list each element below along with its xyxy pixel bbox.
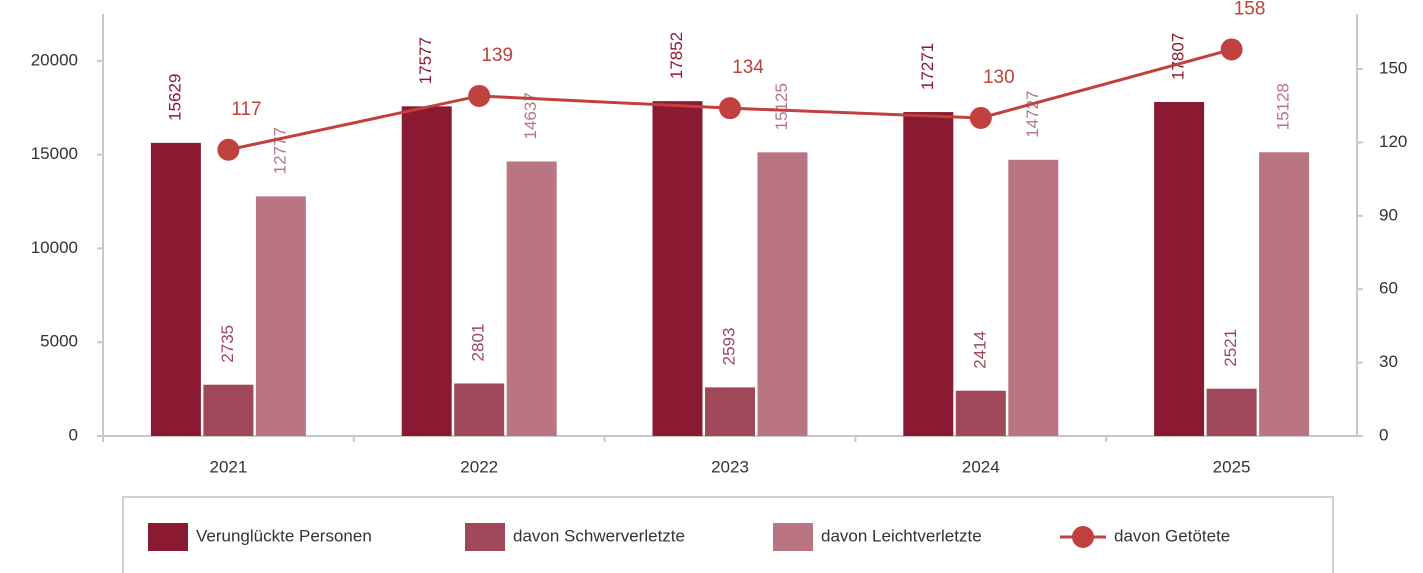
bar (150, 142, 201, 436)
legend-marker (1072, 526, 1094, 548)
y-tick-label: 15000 (31, 144, 78, 163)
line-point (1220, 38, 1243, 61)
bar-value-label: 17807 (1169, 33, 1188, 80)
y2-tick-label: 60 (1379, 279, 1398, 298)
bar (506, 161, 557, 437)
y-tick-label: 20000 (31, 50, 78, 69)
y2-tick-label: 150 (1379, 59, 1407, 78)
y2-tick-label: 30 (1379, 352, 1398, 371)
bar (903, 112, 954, 436)
bar (1154, 102, 1205, 436)
bar-value-label: 2521 (1221, 329, 1240, 367)
y2-tick-label: 120 (1379, 132, 1407, 151)
y2-tick-label: 90 (1379, 205, 1398, 224)
bar-value-label: 15125 (772, 83, 791, 130)
bar (955, 390, 1006, 436)
bar-value-label: 12777 (270, 127, 289, 174)
line-point (969, 106, 992, 129)
y-tick-label: 5000 (40, 332, 78, 351)
legend-label: davon Getötete (1114, 526, 1230, 545)
bar (1206, 388, 1257, 436)
bar-value-label: 2414 (970, 331, 989, 369)
bar (652, 101, 703, 437)
x-tick-label: 2022 (460, 457, 498, 476)
legend-label: davon Schwerverletzte (513, 526, 685, 545)
bar-value-label: 17271 (918, 43, 937, 90)
bar (757, 152, 808, 437)
bar (705, 387, 755, 436)
x-tick-label: 2021 (209, 457, 247, 476)
line-value-label: 117 (231, 99, 261, 120)
legend-label: davon Leichtverletzte (821, 526, 982, 545)
line-point (217, 138, 240, 161)
y-tick-label: 0 (69, 425, 78, 444)
legend-swatch (148, 523, 188, 551)
bar-value-label: 2593 (719, 328, 738, 366)
bar-value-label: 2801 (469, 324, 488, 362)
line-value-label: 134 (732, 57, 764, 78)
x-tick-label: 2024 (962, 457, 1000, 476)
bar-value-label: 14727 (1023, 91, 1042, 138)
bar-value-label: 17577 (416, 37, 435, 84)
x-tick-label: 2025 (1213, 457, 1251, 476)
x-tick-label: 2023 (711, 457, 749, 476)
line-value-label: 130 (983, 67, 1015, 88)
line-value-label: 139 (481, 45, 513, 66)
line-point (719, 97, 741, 120)
legend-label: Verunglückte Personen (196, 526, 372, 545)
y2-tick-label: 0 (1379, 425, 1388, 444)
bar (454, 383, 505, 436)
y-tick-label: 10000 (31, 238, 78, 257)
legend-swatch (465, 523, 505, 551)
bar-value-label: 2735 (218, 325, 237, 363)
bar-value-label: 15629 (165, 74, 184, 121)
line-value-label: 158 (1234, 0, 1266, 19)
bar (255, 196, 306, 436)
bar-value-label: 15128 (1274, 83, 1293, 130)
legend-box (122, 496, 1334, 573)
line-point (468, 84, 491, 107)
bar (203, 384, 254, 436)
legend-swatch (773, 523, 813, 551)
bar (1008, 159, 1059, 436)
bar-value-label: 14637 (521, 92, 540, 139)
bar-value-label: 17852 (667, 32, 686, 79)
bar (401, 106, 452, 436)
bar (1259, 152, 1310, 436)
